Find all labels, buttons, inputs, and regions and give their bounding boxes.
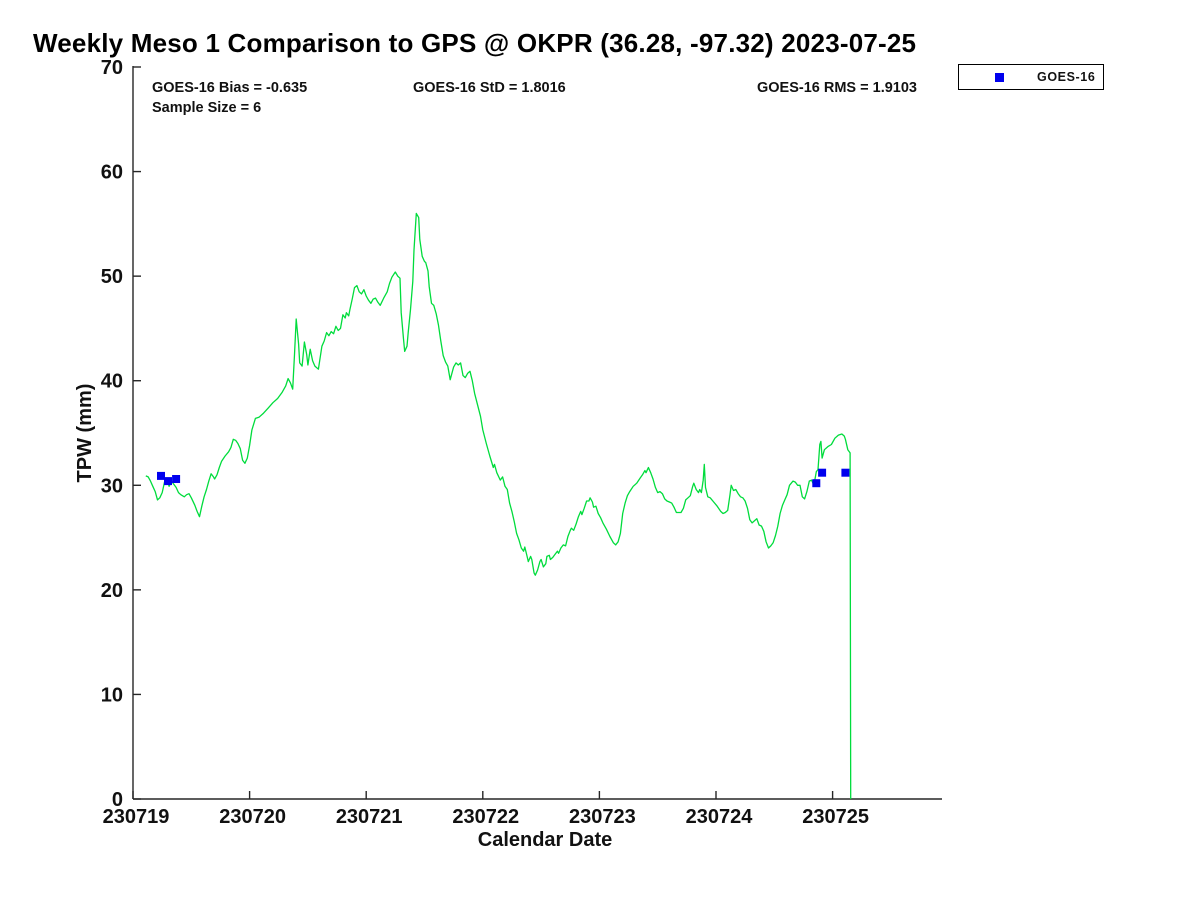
y-tick-label: 70 xyxy=(101,57,123,79)
legend-goes16-label: GOES-16 xyxy=(1037,70,1096,84)
chart-title: Weekly Meso 1 Comparison to GPS @ OKPR (… xyxy=(33,28,917,58)
goes16-marker xyxy=(818,468,827,477)
x-tick-label: 230719 xyxy=(103,806,170,828)
goes16-marker xyxy=(164,477,172,486)
x-tick-label: 230722 xyxy=(452,806,519,828)
legend-goes16-marker-icon xyxy=(995,72,1004,82)
stat-bias: GOES-16 Bias = -0.635 xyxy=(152,80,308,96)
stat-sample-size: Sample Size = 6 xyxy=(152,100,262,116)
y-tick-label: 10 xyxy=(101,684,123,706)
stat-rms: GOES-16 RMS = 1.9103 xyxy=(757,80,917,96)
x-tick-label: 230720 xyxy=(219,806,286,828)
x-tick-label: 230725 xyxy=(802,806,869,828)
goes16-marker xyxy=(172,475,181,483)
y-tick-label: 30 xyxy=(101,475,123,497)
goes16-marker xyxy=(812,479,821,488)
y-tick-label: 40 xyxy=(101,371,123,393)
gps-tpw-line xyxy=(145,212,852,800)
goes16-marker xyxy=(157,471,165,480)
x-tick-label: 230724 xyxy=(686,806,754,828)
y-tick-label: 0 xyxy=(112,789,123,811)
x-tick-label: 230723 xyxy=(569,806,636,828)
y-tick-label: 20 xyxy=(101,580,123,602)
legend: GOES-16 xyxy=(958,64,1104,90)
x-axis-label: Calendar Date xyxy=(477,829,613,851)
x-tick-label: 230721 xyxy=(336,806,403,828)
y-axis-label: TPW (mm) xyxy=(74,383,96,483)
goes16-marker xyxy=(841,468,850,477)
y-tick-label: 60 xyxy=(101,162,123,184)
y-tick-label: 50 xyxy=(101,266,123,288)
stat-std: GOES-16 StD = 1.8016 xyxy=(413,80,566,96)
